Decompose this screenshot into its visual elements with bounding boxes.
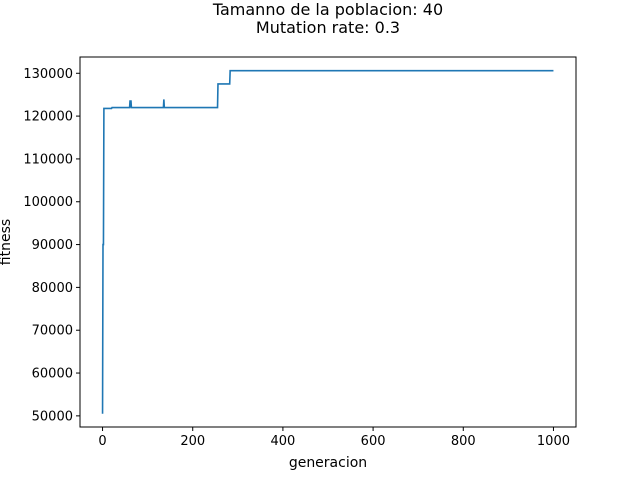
x-tick-label: 0 [98,434,106,449]
y-axis-ticks: 50000 60000 70000 80000 90000 100000 110000 120… [23,67,80,424]
y-tick-label: 50000 [32,409,73,424]
y-tick-label: 70000 [32,324,73,339]
x-tick-label: 600 [361,434,386,449]
chart-subtitle: Mutation rate: 0.3 [255,18,401,37]
y-tick-label: 60000 [32,367,73,382]
x-tick-label: 1000 [537,434,570,449]
chart-title: Tamanno de la poblacion: 40 [212,0,444,19]
series-layer [101,69,554,414]
y-axis-label: fitness [0,219,14,265]
y-tick-label: 80000 [32,281,73,296]
y-tick-label: 110000 [23,152,73,167]
x-axis-label: generacion [289,455,367,471]
y-tick-label: 90000 [32,238,73,253]
y-tick-label: 120000 [23,110,73,125]
y-tick-label: 100000 [23,195,73,210]
x-tick-label: 200 [180,434,205,449]
x-axis-ticks: 0 200 400 600 800 1000 [98,427,570,449]
x-tick-label: 400 [270,434,295,449]
axes-frame [79,56,577,428]
x-tick-label: 800 [451,434,476,449]
y-tick-label: 130000 [23,67,73,82]
fitness-series-line [101,69,554,414]
